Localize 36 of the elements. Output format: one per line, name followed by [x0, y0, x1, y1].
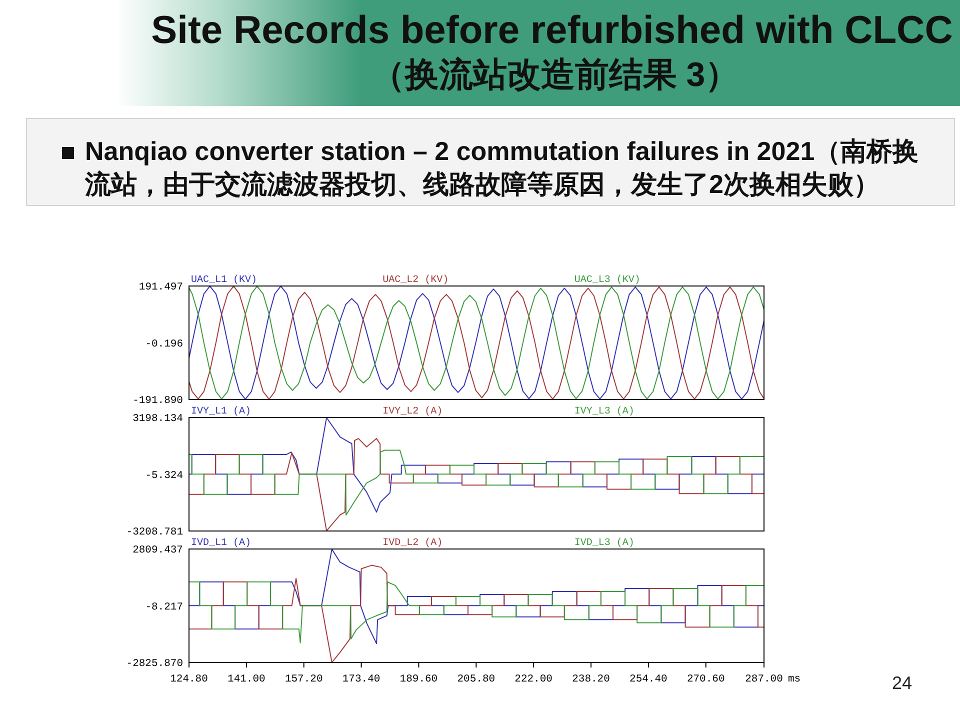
line-series — [188, 450, 764, 516]
text: IVD_L1 (A) — [191, 537, 252, 549]
text: IVY_L2 (A) — [382, 406, 443, 418]
series-label: IVD_L2 (A) — [382, 537, 443, 549]
text: IVY_L3 (A) — [574, 406, 634, 418]
x-tick-label: 287.00 — [745, 674, 783, 686]
x-tick-label: 189.60 — [400, 674, 438, 686]
x-tick-label: 222.00 — [514, 674, 552, 686]
y-tick-label: -2825.870 — [126, 658, 183, 670]
y-tick-label: -3208.781 — [126, 526, 183, 539]
x-tick-label: 141.00 — [228, 674, 266, 686]
text: Nanqiao converter station – 2 commutation failures in 2021（南桥换流站，由于交流滤波器投切、线路故障等原因，发生了2次换相失败） — [85, 135, 920, 201]
series-label: UAC_L1 (KV) — [191, 274, 258, 286]
chart-title: Site Records before refurbished with CLCC — [150, 9, 954, 53]
y-tick-label: 3198.134 — [132, 413, 183, 426]
x-tick-label: 173.40 — [342, 674, 380, 686]
line-series — [188, 581, 764, 644]
y-tick-label: -191.890 — [132, 395, 183, 408]
y-tick-label: -8.217 — [145, 601, 183, 614]
text: IVD_L3 (A) — [574, 537, 634, 549]
chart-subtitle: （换流站改造前结果 3） — [370, 55, 740, 95]
y-tick-label: -0.196 — [145, 338, 183, 350]
x-tick-label: 157.20 — [284, 674, 323, 686]
x-axis-title: ms — [788, 674, 801, 686]
x-tick-label: 270.60 — [686, 674, 725, 686]
series-label: UAC_L2 (KV) — [382, 274, 449, 286]
series-label: UAC_L3 (KV) — [574, 274, 640, 286]
y-tick-label: -5.324 — [145, 470, 183, 482]
text: 24 — [892, 673, 912, 694]
x-tick-label: 205.80 — [457, 674, 496, 686]
x-tick-label: 124.80 — [170, 674, 208, 686]
text: IVY_L1 (A) — [191, 406, 252, 418]
x-tick-label: 238.20 — [572, 674, 610, 686]
x-tick-label: 254.40 — [630, 674, 668, 686]
y-tick-label: 2809.437 — [132, 544, 183, 557]
y-tick-label: 191.497 — [138, 282, 183, 294]
